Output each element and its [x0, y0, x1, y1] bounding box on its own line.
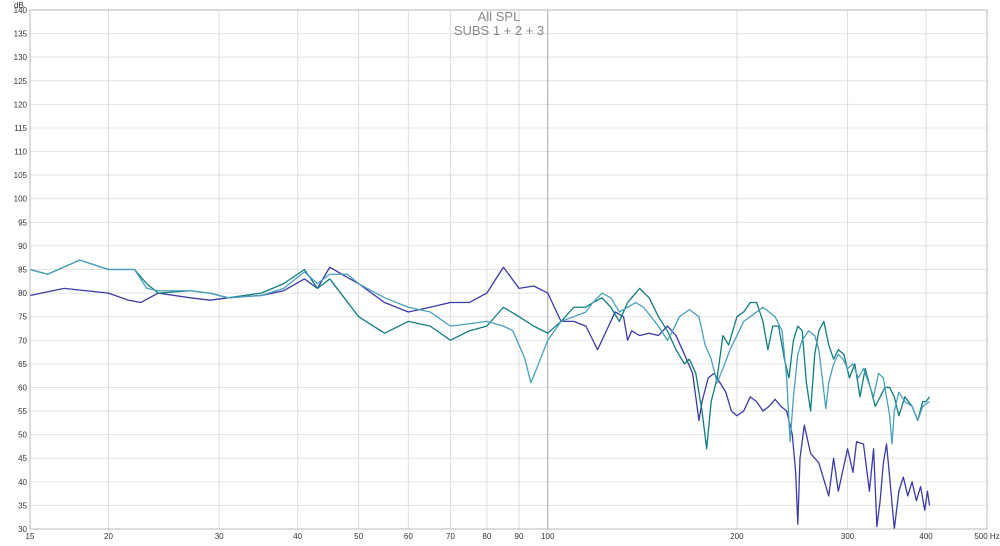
y-tick-label: 60	[18, 383, 27, 392]
y-tick-label: 75	[18, 313, 27, 322]
y-tick-label: 35	[18, 501, 27, 510]
x-tick-label: 60	[404, 532, 413, 541]
y-tick-label: 70	[18, 336, 27, 345]
y-tick-label: 40	[18, 478, 27, 487]
x-tick-label: 90	[515, 532, 524, 541]
y-tick-label: 115	[14, 124, 27, 133]
chart-title: All SPL	[478, 9, 521, 24]
x-tick-label: 15	[26, 532, 35, 541]
y-tick-label: 55	[18, 407, 27, 416]
y-tick-label: 90	[18, 242, 27, 251]
x-tick-label: 30	[215, 532, 224, 541]
y-tick-label: 50	[18, 431, 27, 440]
y-axis-unit-label: dB	[14, 1, 24, 10]
x-tick-label: 70	[446, 532, 455, 541]
x-tick-label: 100	[541, 532, 555, 541]
y-tick-label: 125	[14, 77, 28, 86]
y-tick-label: 130	[14, 53, 28, 62]
y-tick-label: 140	[14, 6, 28, 15]
y-tick-label: 65	[18, 360, 27, 369]
y-tick-label: 85	[18, 266, 27, 275]
y-tick-label: 30	[18, 525, 27, 534]
y-tick-label: 120	[14, 100, 28, 109]
x-tick-label: 400	[919, 532, 933, 541]
y-tick-label: 95	[18, 218, 27, 227]
series-layer	[29, 259, 931, 530]
label-layer: 30 35 40 45 50 55 60 65 70 75 80 85 90 95 100 105 110 115…	[14, 6, 1000, 541]
series-line-3	[29, 259, 930, 445]
y-tick-label: 105	[14, 171, 28, 180]
y-tick-label: 110	[14, 148, 27, 157]
x-tick-label: 200	[730, 532, 744, 541]
x-tick-label: 80	[482, 532, 491, 541]
x-tick-label: 500 Hz	[974, 532, 999, 541]
y-tick-label: 100	[14, 195, 28, 204]
y-tick-label: 45	[18, 454, 27, 463]
plot-border	[29, 9, 988, 530]
x-tick-label: 300	[841, 532, 855, 541]
x-tick-label: 50	[354, 532, 363, 541]
x-tick-label: 20	[104, 532, 113, 541]
y-tick-label: 80	[18, 289, 27, 298]
chart-subtitle: SUBS 1 + 2 + 3	[454, 23, 544, 38]
x-tick-label: 40	[293, 532, 302, 541]
y-tick-label: 135	[14, 30, 28, 39]
grid-layer	[30, 9, 987, 530]
